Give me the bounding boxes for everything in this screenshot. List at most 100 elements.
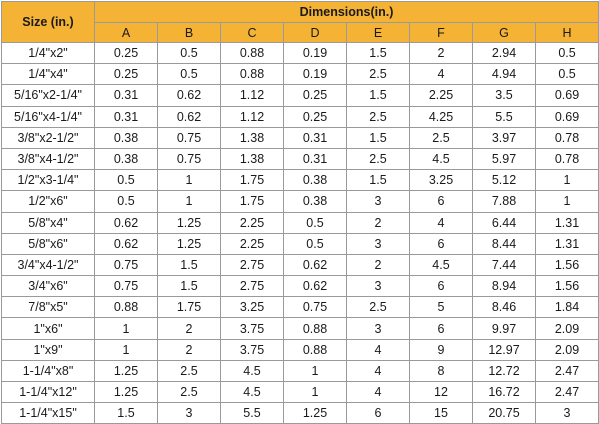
value-cell-h: 1.84 [534, 296, 599, 319]
value-cell-c: 1.38 [220, 126, 284, 149]
value-cell-g: 3.5 [472, 84, 536, 107]
value-cell-d: 0.62 [283, 275, 347, 298]
value-cell-b: 0.62 [157, 84, 221, 107]
table-row: 3/8"x2-1/2" 0.38 0.75 1.38 0.31 1.5 2.5 3.97 0.7… [1, 126, 599, 149]
value-cell-a: 1.25 [94, 359, 158, 383]
size-cell: 1/4"x4" [1, 63, 95, 86]
value-cell-d: 1 [283, 380, 347, 404]
column-header-g: G [472, 22, 536, 43]
value-cell-f: 8 [409, 359, 473, 383]
value-cell-b: 2.5 [157, 359, 221, 383]
value-cell-a: 0.5 [94, 190, 158, 213]
value-cell-f: 4.5 [409, 253, 473, 277]
value-cell-b: 0.62 [157, 105, 221, 128]
value-cell-a: 0.25 [94, 41, 158, 65]
value-cell-e: 1.5 [346, 41, 410, 65]
column-header-d: D [283, 22, 347, 43]
value-cell-c: 1.75 [220, 169, 284, 192]
value-cell-e: 2 [346, 211, 410, 234]
value-cell-d: 0.31 [283, 147, 347, 171]
value-cell-g: 8.94 [472, 275, 536, 298]
size-cell: 5/8"x6" [1, 232, 95, 255]
value-cell-f: 2.25 [409, 84, 473, 107]
value-cell-f: 6 [409, 317, 473, 340]
value-cell-d: 0.19 [283, 63, 347, 86]
value-cell-d: 0.88 [283, 338, 347, 361]
value-cell-e: 2 [346, 253, 410, 277]
dimensions-group-header: Dimensions(in.) [93, 1, 599, 23]
table-row: 5/8"x6" 0.62 1.25 2.25 0.5 3 6 8.44 1.31 [1, 232, 599, 255]
value-cell-f: 2.5 [409, 126, 473, 149]
value-cell-a: 0.38 [94, 126, 158, 149]
value-cell-g: 8.44 [472, 232, 536, 255]
value-cell-b: 0.5 [157, 63, 221, 86]
value-cell-e: 2.5 [346, 296, 410, 319]
value-cell-d: 0.31 [283, 126, 347, 149]
value-cell-a: 1 [94, 317, 158, 340]
value-cell-b: 1.75 [157, 296, 221, 319]
value-cell-c: 3.75 [220, 338, 284, 361]
value-cell-e: 6 [346, 402, 410, 424]
value-cell-b: 0.75 [157, 147, 221, 171]
value-cell-b: 1 [157, 169, 221, 192]
table-row: 3/4"x4-1/2" 0.75 1.5 2.75 0.62 2 4.5 7.44 1.56 [1, 253, 599, 277]
table-row: 1-1/4"x8" 1.25 2.5 4.5 1 4 8 12.72 2.47 [1, 359, 599, 383]
value-cell-a: 1.25 [94, 380, 158, 404]
value-cell-a: 0.88 [94, 296, 158, 319]
value-cell-c: 3.75 [220, 317, 284, 340]
size-cell: 3/8"x4-1/2" [1, 147, 95, 171]
value-cell-a: 1.5 [94, 402, 158, 424]
value-cell-f: 9 [409, 338, 473, 361]
value-cell-f: 4 [409, 211, 473, 234]
size-cell: 1"x9" [1, 338, 95, 361]
table-row: 7/8"x5" 0.88 1.75 3.25 0.75 2.5 5 8.46 1.84 [1, 296, 599, 319]
table-row: 1/2"x3-1/4" 0.5 1 1.75 0.38 1.5 3.25 5.12 1 [1, 169, 599, 192]
size-cell: 1/4"x2" [1, 41, 95, 65]
value-cell-e: 1.5 [346, 126, 410, 149]
value-cell-a: 0.31 [94, 84, 158, 107]
size-cell: 1"x6" [1, 317, 95, 340]
table-row: 1/4"x2" 0.25 0.5 0.88 0.19 1.5 2 2.94 0.5 [1, 41, 599, 65]
table-row: 5/8"x4" 0.62 1.25 2.25 0.5 2 4 6.44 1.31 [1, 211, 599, 234]
column-header-c: C [220, 22, 284, 43]
value-cell-h: 0.78 [534, 147, 599, 171]
value-cell-b: 3 [157, 402, 221, 424]
value-cell-a: 0.31 [94, 105, 158, 128]
value-cell-d: 0.19 [283, 41, 347, 65]
value-cell-d: 0.5 [283, 232, 347, 255]
value-cell-d: 0.25 [283, 105, 347, 128]
value-cell-c: 4.5 [220, 380, 284, 404]
value-cell-h: 1 [534, 169, 599, 192]
value-cell-e: 1.5 [346, 169, 410, 192]
size-cell: 5/8"x4" [1, 211, 95, 234]
value-cell-g: 5.12 [472, 169, 536, 192]
table-row: 5/16"x4-1/4" 0.31 0.62 1.12 0.25 2.5 4.25 5.5 0.… [1, 105, 599, 128]
value-cell-e: 4 [346, 359, 410, 383]
value-cell-b: 1.25 [157, 232, 221, 255]
table-row: 1"x6" 1 2 3.75 0.88 3 6 9.97 2.09 [1, 317, 599, 340]
value-cell-c: 3.25 [220, 296, 284, 319]
value-cell-f: 3.25 [409, 169, 473, 192]
value-cell-g: 5.5 [472, 105, 536, 128]
size-cell: 1/2"x3-1/4" [1, 169, 95, 192]
size-column-header: Size (in.) [1, 1, 95, 43]
table-body: 1/4"x2" 0.25 0.5 0.88 0.19 1.5 2 2.94 0.5 1/4"x4"… [1, 41, 599, 424]
value-cell-b: 2 [157, 317, 221, 340]
size-cell: 1/2"x6" [1, 190, 95, 213]
value-cell-d: 0.88 [283, 317, 347, 340]
value-cell-g: 8.46 [472, 296, 536, 319]
value-cell-f: 6 [409, 190, 473, 213]
value-cell-a: 0.62 [94, 232, 158, 255]
size-cell: 3/4"x4-1/2" [1, 253, 95, 277]
value-cell-f: 12 [409, 380, 473, 404]
value-cell-e: 4 [346, 380, 410, 404]
table-row: 1/4"x4" 0.25 0.5 0.88 0.19 2.5 4 4.94 0.5 [1, 63, 599, 86]
value-cell-a: 0.62 [94, 211, 158, 234]
value-cell-a: 0.75 [94, 275, 158, 298]
value-cell-c: 0.88 [220, 41, 284, 65]
value-cell-g: 6.44 [472, 211, 536, 234]
column-header-h: H [534, 22, 599, 43]
size-cell: 1-1/4"x12" [1, 380, 95, 404]
value-cell-g: 7.88 [472, 190, 536, 213]
value-cell-g: 9.97 [472, 317, 536, 340]
